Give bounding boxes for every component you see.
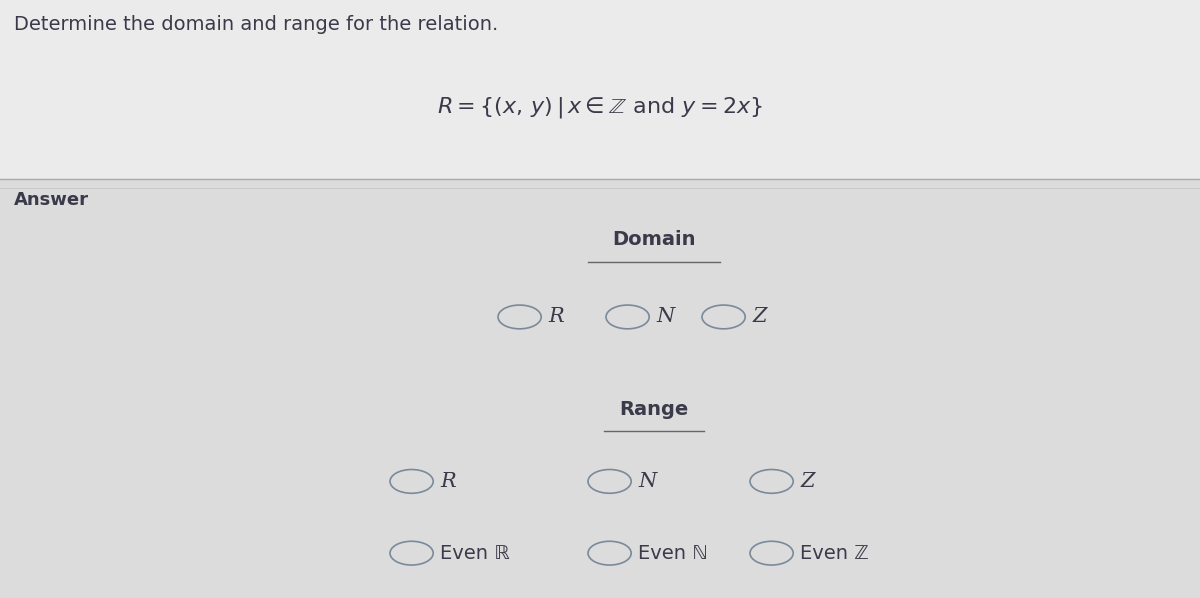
Text: Range: Range — [619, 400, 689, 419]
Text: Z: Z — [752, 307, 767, 327]
Text: N: N — [656, 307, 674, 327]
Text: R: R — [548, 307, 564, 327]
Text: R: R — [440, 472, 456, 491]
Text: $R = \{(x,\, y)\,|\, x \in \mathbb{Z}\ \mathrm{and}\ y = 2x\}$: $R = \{(x,\, y)\,|\, x \in \mathbb{Z}\ \… — [437, 95, 763, 120]
Text: N: N — [638, 472, 656, 491]
Text: Determine the domain and range for the relation.: Determine the domain and range for the r… — [14, 15, 499, 34]
Text: Answer: Answer — [14, 191, 90, 209]
Text: Even ℤ: Even ℤ — [800, 544, 869, 563]
Text: Even ℕ: Even ℕ — [638, 544, 708, 563]
Text: Even ℝ: Even ℝ — [440, 544, 510, 563]
Text: Z: Z — [800, 472, 815, 491]
Bar — [0, 179, 1200, 598]
Bar — [0, 0, 1200, 179]
Text: Domain: Domain — [612, 230, 696, 249]
